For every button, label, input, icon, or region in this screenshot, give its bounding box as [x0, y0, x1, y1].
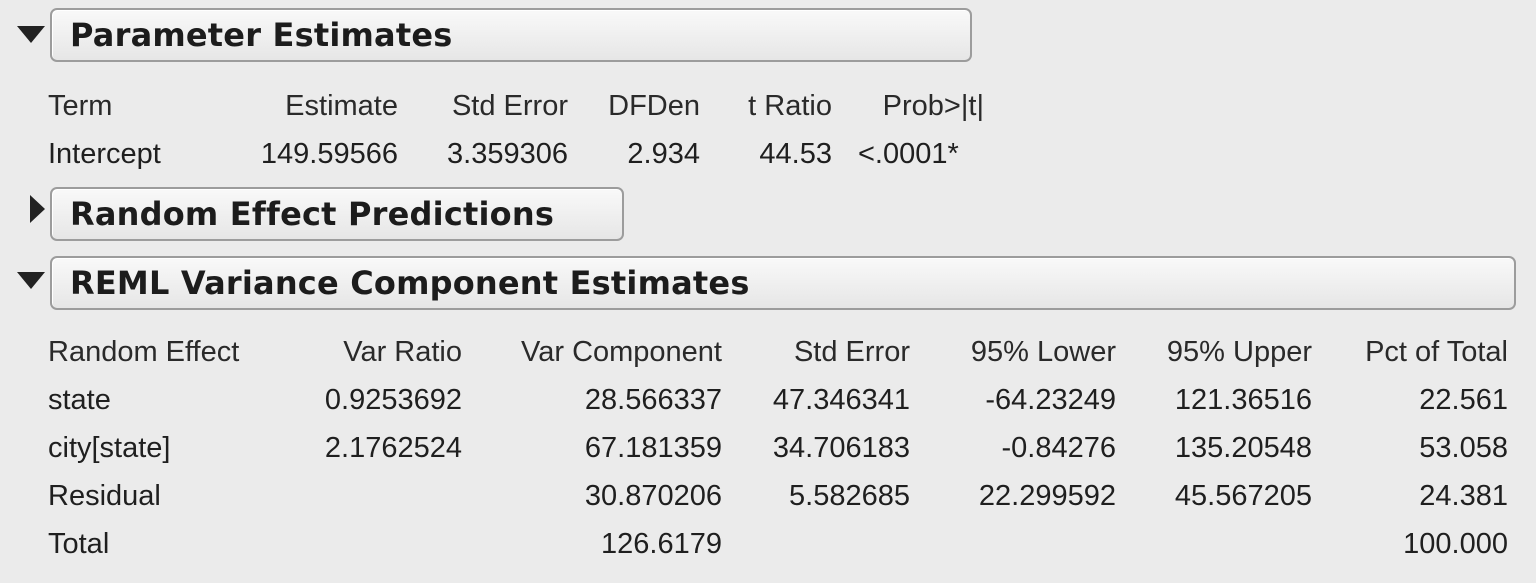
table-cell: 149.59566 — [260, 137, 398, 170]
table-cell — [910, 520, 1116, 568]
table-cell: 135.20548 — [1174, 431, 1312, 464]
table-cell: 22.299592 — [978, 479, 1116, 512]
param-panel-title: Parameter Estimates — [70, 16, 453, 54]
col-header: Estimate — [285, 89, 398, 122]
col-header: 95% Lower — [970, 335, 1116, 368]
param-disclosure-triangle-down-icon[interactable] — [16, 24, 46, 44]
table-cell: 30.870206 — [584, 479, 722, 512]
col-header: Term — [48, 89, 113, 122]
table-cell — [284, 520, 462, 568]
table-cell: 3.359306 — [447, 137, 568, 170]
col-header: Std Error — [451, 89, 568, 122]
col-header: Var Component — [521, 335, 722, 368]
table-cell: <.0001* — [858, 137, 959, 170]
table-cell: -0.84276 — [1001, 431, 1117, 464]
table-cell: 2.1762524 — [324, 431, 462, 464]
random-panel-title: Random Effect Predictions — [70, 195, 555, 233]
reml-disclosure-triangle-down-icon[interactable] — [16, 270, 46, 290]
table-row: Residual 30.870206 5.582685 22.299592 45… — [48, 472, 1508, 520]
table-cell: Total — [48, 527, 110, 560]
table-cell: 126.6179 — [601, 527, 722, 560]
table-cell: state — [48, 383, 111, 416]
table-cell: city[state] — [48, 431, 171, 464]
col-header: Pct of Total — [1365, 335, 1508, 368]
table-cell: 24.381 — [1419, 479, 1508, 512]
table-row: Intercept 149.59566 3.359306 2.934 44.53… — [48, 130, 984, 178]
table-cell: 67.181359 — [584, 431, 722, 464]
col-header: Prob>|t| — [882, 89, 984, 122]
table-cell: -64.23249 — [985, 383, 1116, 416]
table-row: Total 126.6179 100.000 — [48, 520, 1508, 568]
table-cell: 22.561 — [1419, 383, 1508, 416]
table-cell: Intercept — [48, 137, 161, 170]
param-header-row: Term Estimate Std Error DFDen t Ratio Pr… — [48, 82, 984, 130]
table-cell: 28.566337 — [584, 383, 722, 416]
reml-panel-header[interactable]: REML Variance Component Estimates — [50, 256, 1516, 310]
random-disclosure-triangle-right-icon[interactable] — [28, 194, 46, 224]
col-header: 95% Upper — [1166, 335, 1312, 368]
random-panel-header[interactable]: Random Effect Predictions — [50, 187, 624, 241]
col-header: t Ratio — [748, 89, 832, 122]
reml-panel-title: REML Variance Component Estimates — [70, 264, 750, 302]
reml-header-row: Random Effect Var Ratio Var Component St… — [48, 328, 1508, 376]
col-header: Random Effect — [48, 335, 240, 368]
table-cell: 2.934 — [627, 137, 700, 170]
table-cell — [722, 520, 910, 568]
table-row: state 0.9253692 28.566337 47.346341 -64.… — [48, 376, 1508, 424]
table-cell: 47.346341 — [772, 383, 910, 416]
col-header: Std Error — [793, 335, 910, 368]
table-cell: 121.36516 — [1174, 383, 1312, 416]
table-cell: 44.53 — [759, 137, 832, 170]
reml-variance-table: Random Effect Var Ratio Var Component St… — [48, 328, 1508, 568]
table-cell: 0.9253692 — [324, 383, 462, 416]
col-header: Var Ratio — [343, 335, 462, 368]
param-panel-header[interactable]: Parameter Estimates — [50, 8, 972, 62]
table-row: city[state] 2.1762524 67.181359 34.70618… — [48, 424, 1508, 472]
table-cell: Residual — [48, 479, 161, 512]
table-cell: 100.000 — [1403, 527, 1508, 560]
parameter-estimates-table: Term Estimate Std Error DFDen t Ratio Pr… — [48, 82, 984, 178]
table-cell: 45.567205 — [1174, 479, 1312, 512]
col-header: DFDen — [608, 89, 700, 122]
table-cell: 34.706183 — [772, 431, 910, 464]
table-cell — [284, 472, 462, 520]
table-cell: 5.582685 — [789, 479, 910, 512]
table-cell: 53.058 — [1419, 431, 1508, 464]
table-cell — [1116, 520, 1312, 568]
